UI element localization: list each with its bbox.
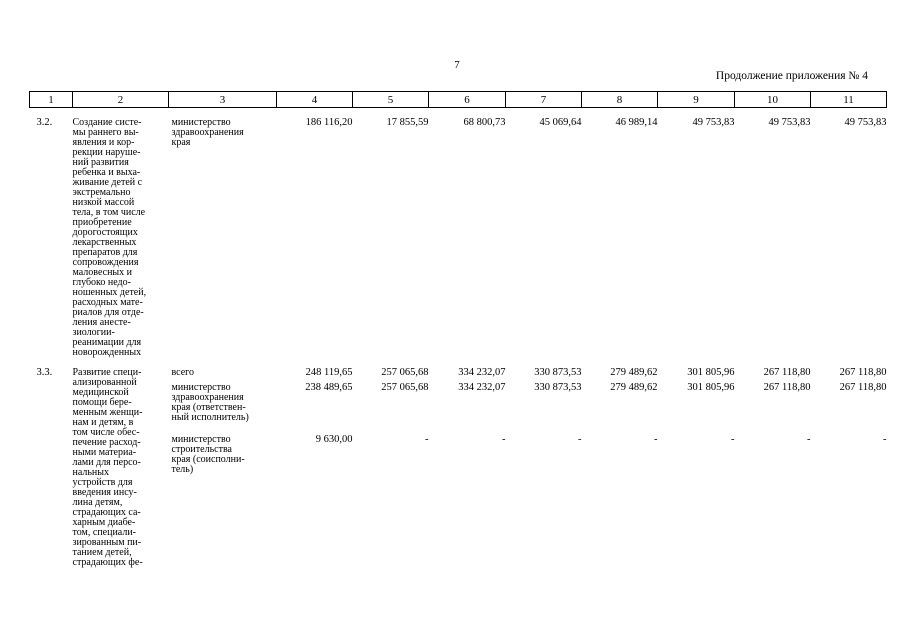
value-cell: 45 069,64 xyxy=(539,117,582,128)
value-cell: 301 805,96 xyxy=(687,367,735,378)
value-cell: 267 118,80 xyxy=(839,367,887,378)
row-name: Создание систе- мы раннего вы- явления и… xyxy=(72,117,147,358)
page-number: 7 xyxy=(454,59,460,71)
value-cell: 330 873,53 xyxy=(534,367,582,378)
header-cell: 7 xyxy=(505,91,582,108)
value-cell: 238 489,65 xyxy=(305,382,353,393)
value-cell: 279 489,62 xyxy=(610,367,658,378)
executor-label: министерство здравоохранения края xyxy=(171,117,244,148)
table-row: 3.2. Создание систе- мы раннего вы- явле… xyxy=(30,117,887,358)
value-cell: 49 753,83 xyxy=(768,117,811,128)
value-cell: - xyxy=(502,434,506,445)
value-cell: 334 232,07 xyxy=(458,367,506,378)
row-name: Развитие специ- ализированной медицинско… xyxy=(72,367,143,568)
header-cell: 8 xyxy=(581,91,658,108)
value-cell: 46 989,14 xyxy=(615,117,658,128)
value-cell: 49 753,83 xyxy=(844,117,887,128)
value-cell: - xyxy=(807,434,811,445)
value-cell: 267 118,80 xyxy=(763,382,811,393)
table-row: 3.3. Развитие специ- ализированной медиц… xyxy=(30,367,887,567)
header-cell: 4 xyxy=(276,91,353,108)
value-cell: 257 065,68 xyxy=(381,382,429,393)
header-cell: 2 xyxy=(72,91,169,108)
header-cell: 6 xyxy=(428,91,506,108)
header-cell: 11 xyxy=(810,91,887,108)
header-cell: 9 xyxy=(657,91,735,108)
value-cell: - xyxy=(883,434,887,445)
executor-label: всего xyxy=(171,367,195,378)
header-cell: 10 xyxy=(734,91,811,108)
value-cell: 301 805,96 xyxy=(687,382,735,393)
row-code: 3.3. xyxy=(36,367,53,378)
table-row: министерство здравоохранения края (ответ… xyxy=(30,382,887,435)
table-row: министерство строительства края (соиспол… xyxy=(30,434,887,568)
value-cell: 257 065,68 xyxy=(381,367,429,378)
header-row: 1 2 3 4 5 6 7 8 9 10 11 xyxy=(29,91,887,108)
header-cell: 3 xyxy=(168,91,277,108)
value-cell: 279 489,62 xyxy=(610,382,658,393)
value-cell: 49 753,83 xyxy=(692,117,735,128)
value-cell: 334 232,07 xyxy=(458,382,506,393)
executor-label: министерство строительства края (соиспол… xyxy=(171,434,245,475)
value-cell: 330 873,53 xyxy=(534,382,582,393)
header-cell: 1 xyxy=(29,91,73,108)
value-cell: - xyxy=(654,434,658,445)
value-cell: - xyxy=(425,434,429,445)
executor-label: министерство здравоохранения края (ответ… xyxy=(171,382,249,423)
value-cell: 267 118,80 xyxy=(839,382,887,393)
value-cell: 248 119,65 xyxy=(305,367,353,378)
value-cell: 68 800,73 xyxy=(463,117,506,128)
header-cell: 5 xyxy=(352,91,429,108)
program-table: 1 2 3 4 5 6 7 8 9 10 11 3.2. Создание си… xyxy=(29,91,887,568)
value-cell: - xyxy=(731,434,735,445)
value-cell: - xyxy=(578,434,582,445)
value-cell: 17 855,59 xyxy=(386,117,429,128)
row-code: 3.2. xyxy=(36,117,53,128)
value-cell: 267 118,80 xyxy=(763,367,811,378)
value-cell: 186 116,20 xyxy=(305,117,353,128)
continuation-label: Продолжение приложения № 4 xyxy=(715,70,868,82)
value-cell: 9 630,00 xyxy=(315,434,353,445)
